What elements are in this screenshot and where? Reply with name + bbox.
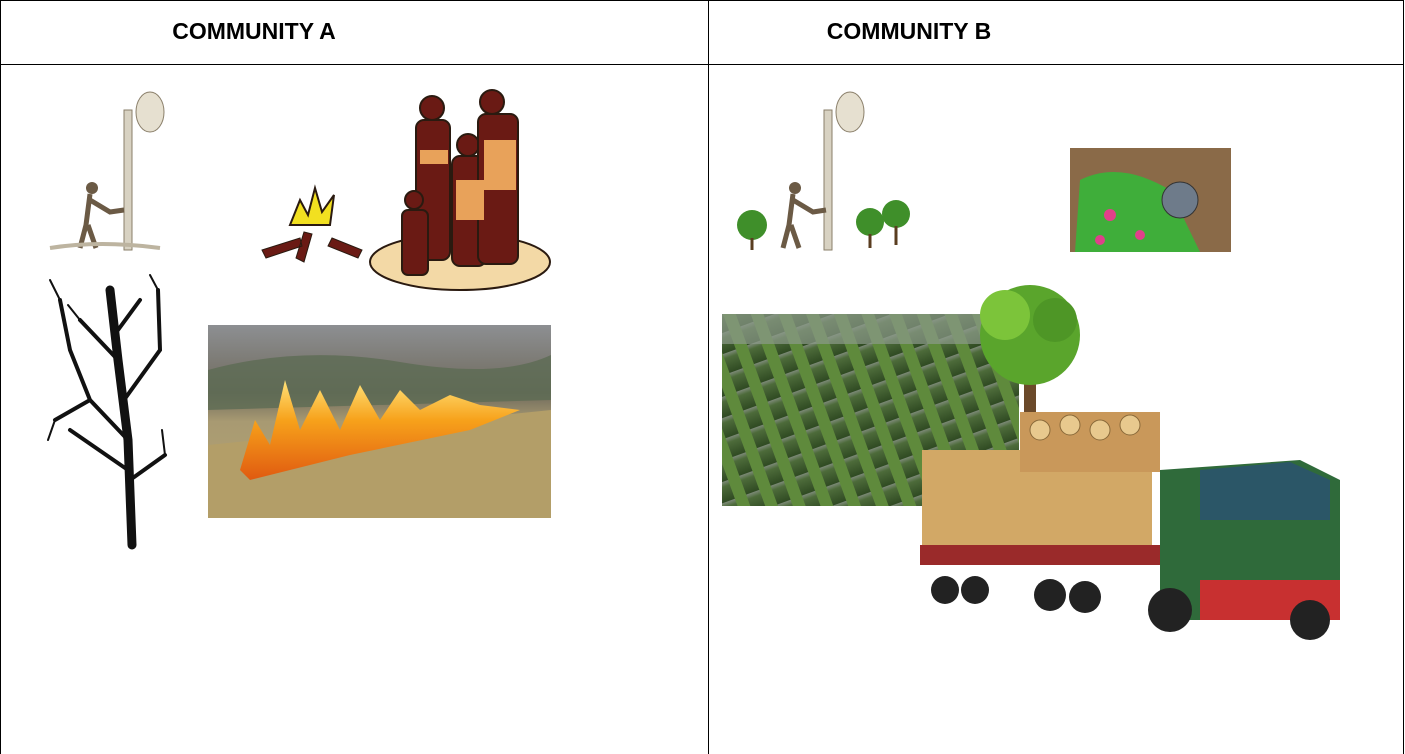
- woman-photo: [1070, 148, 1231, 252]
- gathering-illustration: [262, 90, 550, 290]
- header-cell: COMMUNITY A: [172, 18, 336, 44]
- felling-with-trees-illustration: [737, 92, 910, 250]
- dead-tree-illustration: [48, 275, 165, 545]
- grass-fire-photo: [208, 325, 551, 518]
- page: COMMUNITY A COMMUNITY B: [0, 0, 1405, 754]
- header-cell: COMMUNITY B: [827, 18, 991, 44]
- felling-illustration: [50, 92, 164, 250]
- comparison-table: COMMUNITY A COMMUNITY B: [0, 0, 1405, 754]
